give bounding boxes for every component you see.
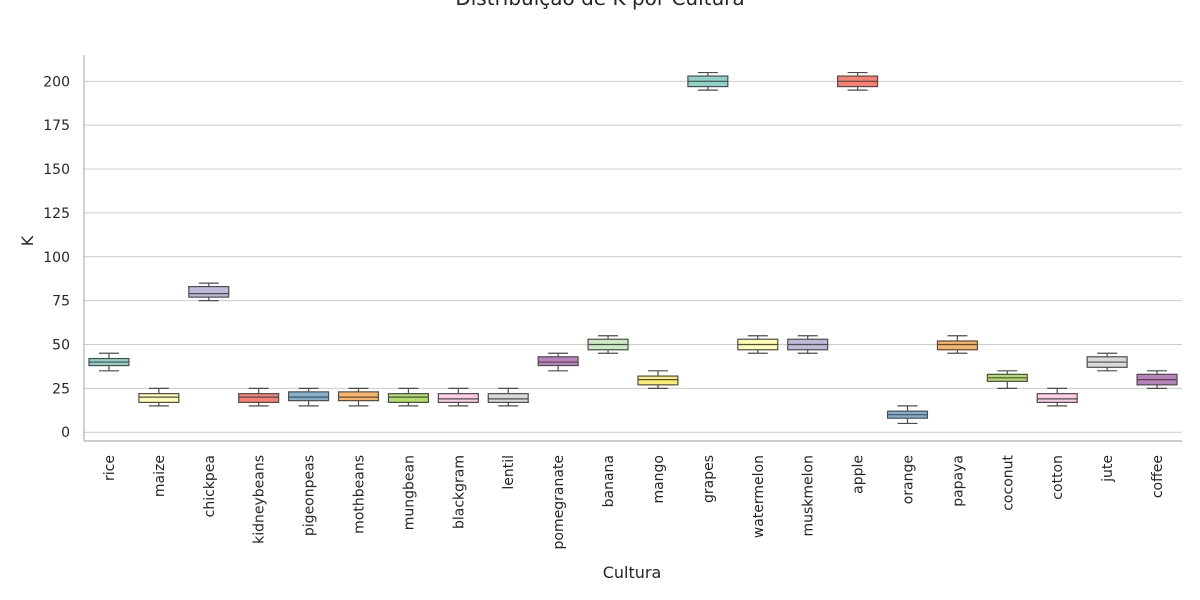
x-tick-label: kidneybeans [252,455,268,544]
y-tick-label: 50 [52,338,70,354]
y-axis-label: K [18,235,37,246]
y-tick-label: 200 [43,74,70,90]
x-tick-label: papaya [950,455,966,507]
chart-title: Distribuição de K por Cultura [0,0,1200,10]
box-lentil [487,387,529,407]
box-watermelon [737,335,779,354]
box-muskmelon [787,335,829,354]
y-tick-label: 75 [52,294,70,310]
x-tick-label: maize [152,455,168,497]
box-rice [88,352,130,372]
box-cotton [1036,387,1078,407]
box-apple [837,71,879,91]
box-mango [637,370,679,389]
x-tick-label: lentil [501,455,517,490]
box-grapes [687,71,729,91]
x-tick-label: pomegranate [551,455,567,549]
box-iqr [337,391,380,402]
box-iqr [537,356,579,367]
x-tick-label: watermelon [751,455,767,538]
y-tick-labels: 0 25 50 75 100 125 150 175 200 [43,74,70,441]
box-pomegranate [537,352,579,372]
box-series [88,71,1178,425]
box-iqr [138,393,180,403]
box-chickpea [188,282,230,302]
axes [83,55,1182,442]
x-axis-label: Cultura [603,563,662,582]
x-tick-label: mungbean [401,455,417,530]
x-tick-label: mothbeans [352,455,368,534]
box-iqr [637,375,679,386]
x-tick-label: jute [1100,455,1116,483]
box-coconut [986,370,1028,389]
x-tick-label: grapes [701,455,717,503]
y-tick-label: 0 [61,425,70,441]
y-tick-label: 175 [43,118,70,134]
y-tick-label: 125 [43,206,70,222]
box-mothbeans [337,387,380,407]
x-tick-label: muskmelon [801,455,817,537]
box-mungbean [387,387,429,407]
box-jute [1086,352,1128,372]
box-kidneybeans [238,387,280,407]
box-maize [138,387,180,407]
box-iqr [936,340,978,351]
box-coffee [1136,370,1178,389]
box-iqr [387,393,429,403]
x-tick-label: cotton [1050,455,1066,500]
x-tick-label: coffee [1150,455,1166,498]
x-tick-label: blackgram [451,455,467,529]
y-tick-label: 25 [52,381,70,397]
x-tick-label: rice [102,455,118,481]
box-pigeonpeas [288,387,330,407]
x-tick-label: coconut [1000,454,1016,510]
box-orange [886,405,929,425]
x-tick-label: mango [651,455,667,504]
box-iqr [1036,393,1078,403]
x-tick-label: orange [901,455,917,504]
box-iqr [288,391,330,402]
box-banana [587,335,629,354]
y-tick-label: 150 [43,162,70,178]
box-blackgram [437,387,479,407]
box-iqr [238,393,280,403]
x-tick-label: chickpea [202,455,218,517]
x-tick-label: banana [601,455,617,507]
box-papaya [936,335,978,354]
x-tick-label: pigeonpeas [302,455,318,536]
box-iqr [437,393,479,403]
box-iqr [487,393,529,403]
y-tick-label: 100 [43,250,70,266]
x-tick-labels: rice maize chickpea kidneybeans pigeonpeas mo… [102,454,1166,549]
x-tick-label: apple [851,455,867,494]
box-iqr [188,286,230,298]
